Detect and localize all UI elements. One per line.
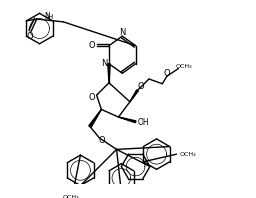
Text: OCH₃: OCH₃ — [176, 64, 193, 69]
Text: O: O — [89, 41, 95, 50]
Text: O: O — [27, 32, 34, 41]
Text: OH: OH — [137, 118, 149, 127]
Polygon shape — [130, 90, 138, 102]
Polygon shape — [119, 117, 136, 123]
Text: OCH₃: OCH₃ — [63, 195, 79, 198]
Polygon shape — [89, 109, 101, 127]
Text: N: N — [119, 28, 125, 37]
Polygon shape — [108, 64, 110, 83]
Text: OCH₃: OCH₃ — [180, 152, 196, 157]
Text: N: N — [44, 12, 50, 21]
Text: N: N — [101, 59, 108, 68]
Text: O: O — [137, 82, 144, 91]
Text: H: H — [47, 14, 53, 20]
Text: O: O — [164, 69, 170, 78]
Text: O: O — [89, 92, 95, 102]
Text: O: O — [99, 136, 106, 145]
